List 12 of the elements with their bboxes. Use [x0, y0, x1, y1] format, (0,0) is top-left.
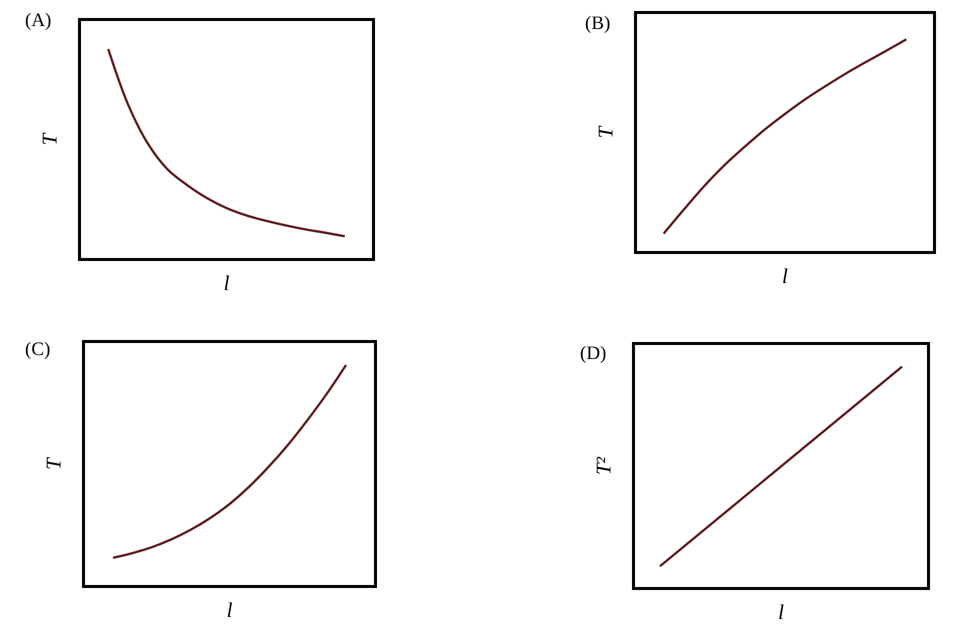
y-axis-title: T: [41, 456, 66, 470]
chart-title: (A): [25, 10, 52, 31]
y-axis-title: T: [37, 132, 62, 146]
chart-title: (B): [585, 13, 610, 34]
x-axis-title: l: [226, 598, 233, 622]
y-axis-title: T²: [591, 456, 616, 476]
chart-title: (C): [25, 339, 50, 360]
x-axis-title: l: [778, 600, 784, 624]
y-axis-title: T: [593, 125, 618, 138]
x-axis-title: l: [782, 264, 788, 288]
chart-title: (D): [580, 343, 606, 364]
x-axis-title: l: [224, 270, 230, 295]
